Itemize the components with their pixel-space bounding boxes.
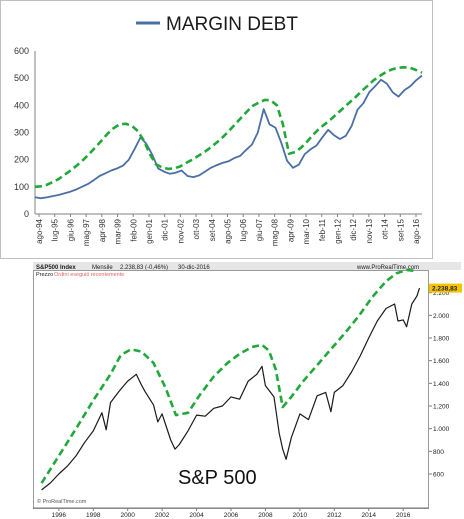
index-name: S&P500 Index [36, 265, 76, 271]
x-tick-label: mar-99 [114, 218, 123, 244]
last-price: 2.238,83 (-0,46%) [120, 265, 168, 271]
y-tick-label: 1.800 [433, 336, 450, 343]
margin-debt-line [34, 74, 423, 200]
x-tick-label: gen-01 [145, 218, 154, 243]
x-tick-label: 2002 [155, 512, 170, 519]
x-tick-label: 2008 [258, 512, 273, 519]
x-tick-label: 1998 [86, 512, 101, 519]
x-tick-label: ago-05 [224, 218, 233, 243]
y-tick-label: 800 [433, 449, 444, 456]
y-tick-label: 2.000 [433, 313, 450, 320]
annotation-label: S&P 500 [178, 467, 257, 489]
y-tick-label: 200 [14, 155, 29, 165]
last-price-tag [429, 283, 462, 293]
y-tick-label: 100 [14, 182, 29, 192]
x-tick-label: ago-94 [35, 218, 44, 243]
y-tick-label: 300 [14, 128, 29, 138]
x-tick-label: giu-07 [255, 218, 264, 241]
y-tick-label: 1.400 [433, 381, 450, 388]
x-tick-label: nov-13 [365, 218, 374, 243]
price-label: Prezzo [36, 272, 53, 278]
x-tick-label: giu-96 [66, 218, 75, 241]
last-price-tag-text: 2.238,83 [432, 285, 458, 292]
x-tick-label: mar-10 [302, 218, 311, 244]
y-tick-label: 0 [24, 209, 29, 219]
x-tick-label: dic-01 [161, 218, 170, 240]
trend-envelope-line [40, 268, 418, 484]
x-tick-label: feb-00 [129, 218, 138, 241]
trend-envelope-line [34, 66, 423, 189]
x-tick-label: lug-06 [239, 218, 248, 241]
x-tick-label: dic-12 [349, 218, 358, 240]
x-tick-label: ott-03 [192, 218, 201, 239]
last-date: 30-dic-2016 [178, 265, 210, 271]
orders-note: Ordini eseguiti recentemente [54, 272, 124, 278]
x-tick-label: apr-09 [286, 218, 295, 242]
y-tick-label: 500 [14, 73, 29, 83]
x-tick-label: set-15 [396, 218, 405, 241]
x-tick-label: lug-95 [51, 218, 60, 241]
x-tick-label: 2014 [362, 512, 377, 519]
sp500-price-line [41, 287, 421, 491]
watermark: © ProRealTime.com [37, 498, 87, 505]
y-tick-label: 1.000 [433, 426, 450, 433]
x-tick-label: apr-98 [98, 218, 107, 242]
x-tick-label: 2004 [189, 512, 204, 519]
brand-url: www.ProRealTime.com [356, 265, 419, 271]
y-tick-label: 1.200 [433, 404, 450, 411]
x-tick-label: feb-11 [318, 218, 327, 241]
sp500-chart: S&P500 Index Mensile 2.238,83 (-0,46%) 3… [0, 262, 464, 519]
frequency-label: Mensile [92, 265, 113, 271]
x-tick-label: 2010 [293, 512, 308, 519]
x-tick-label: ago-16 [412, 218, 421, 243]
x-tick-label: 2006 [224, 512, 239, 519]
header-bar [33, 262, 461, 270]
x-tick-label: 1996 [52, 512, 67, 519]
x-tick-label: mag-97 [82, 218, 91, 246]
x-tick-label: 2012 [327, 512, 342, 519]
y-tick-label: 600 [14, 46, 29, 56]
x-tick-label: 2000 [120, 512, 135, 519]
x-tick-label: mag-08 [271, 218, 280, 246]
x-tick-label: 2016 [396, 512, 411, 519]
legend-label: MARGIN DEBT [166, 14, 298, 35]
y-tick-label: 400 [14, 100, 29, 110]
y-tick-label: 1.600 [433, 358, 450, 365]
y-tick-label: 600 [433, 472, 444, 479]
y-tick-label: 2.200 [433, 290, 450, 297]
x-tick-label: gen-12 [333, 218, 342, 243]
x-tick-label: nov-02 [176, 218, 185, 243]
x-tick-label: ott-14 [381, 218, 390, 239]
margin-debt-chart: MARGIN DEBT 0 100 200 300 400 500 600 ago-94 lu… [0, 0, 433, 259]
x-tick-label: set-04 [208, 218, 217, 241]
chart-frame [0, 0, 433, 259]
